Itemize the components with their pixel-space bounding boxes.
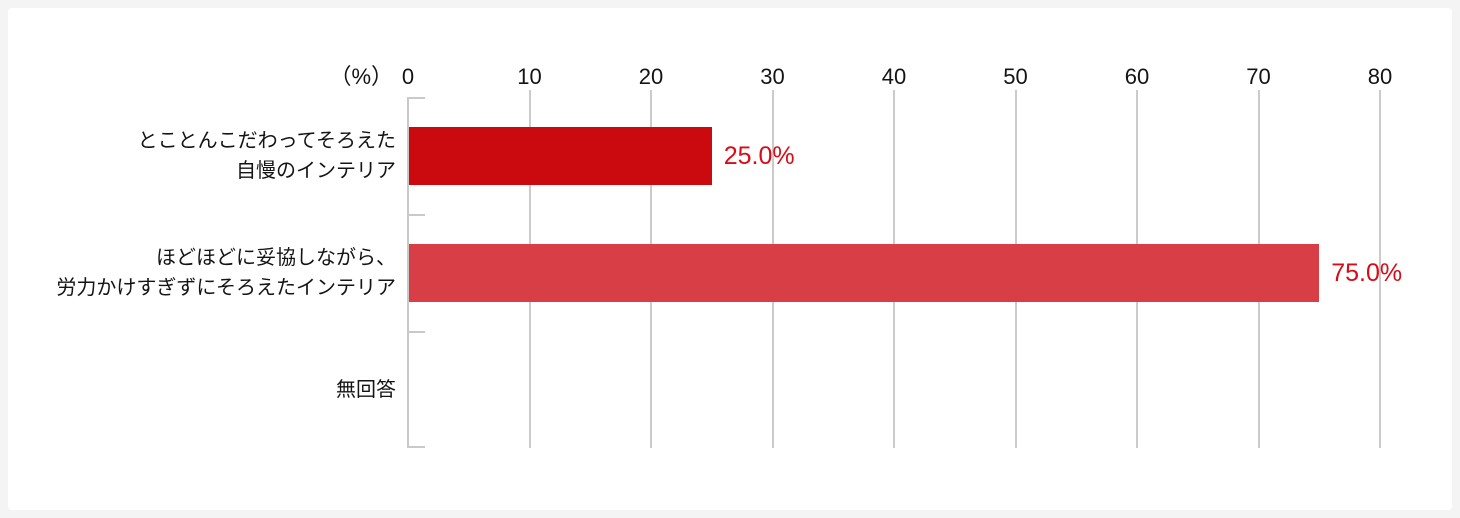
x-tick-label: 30 [760,64,785,89]
category-label: ほどほどに妥協しながら、 労力かけすぎずにそろえたインテリア [56,246,396,299]
bar-value-label: 25.0% [723,141,795,170]
x-tick-label: 70 [1246,64,1271,89]
x-tick-label: 10 [517,64,542,89]
y-axis-tick [408,331,425,333]
category-label: 無回答 [336,378,396,401]
y-axis-tick [408,214,425,216]
gridline [1379,90,1381,448]
x-tick-label: 40 [881,64,907,89]
category-label: とことんこだわってそろえた 自慢のインテリア [137,129,396,182]
y-axis-tick [408,97,425,99]
bar-value-label: 75.0% [1331,258,1403,287]
x-tick-label: 60 [1124,64,1150,89]
axis-unit-label: （%） [329,64,393,89]
x-tick-label: 50 [1003,64,1028,89]
bar [409,126,712,185]
x-tick-label: 20 [638,64,664,89]
y-axis-line [407,97,409,448]
bar [409,243,1320,302]
x-tick-label: 80 [1367,64,1393,89]
x-tick-label: 0 [401,64,415,89]
y-axis-tick [408,446,425,448]
